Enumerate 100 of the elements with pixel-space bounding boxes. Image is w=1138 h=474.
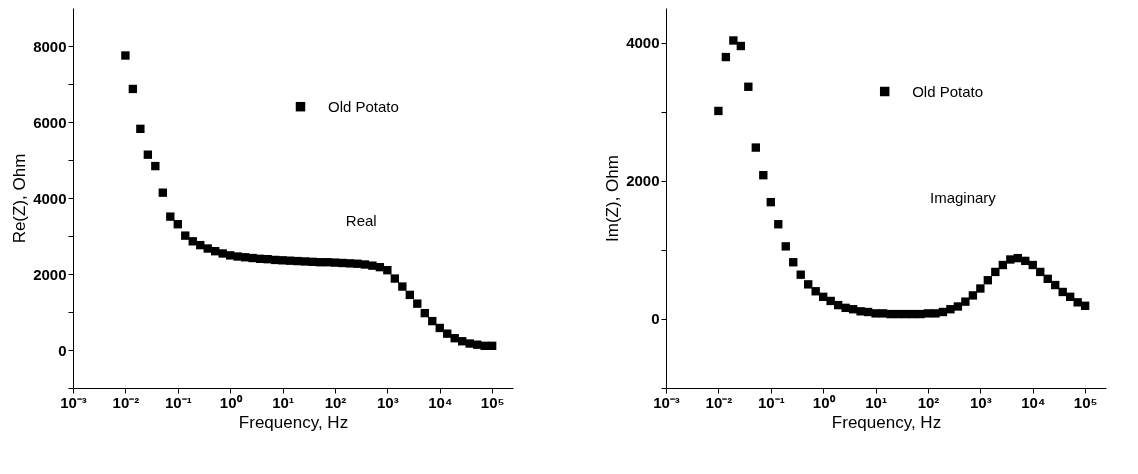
point [878,309,888,318]
point [128,84,138,94]
point [151,161,160,171]
point [173,220,182,229]
x-tick-label: 10² [324,393,347,411]
x-axis-title: Frequency, Hz [238,412,349,432]
point [991,267,1000,277]
point [804,280,813,289]
legend-label: Old Potato [328,97,399,115]
point [136,124,145,134]
point [443,329,452,338]
y-tick-label: 8000 [33,37,67,55]
point [1021,256,1030,266]
x-tick-label: 10⁰ [812,393,836,411]
point [368,261,377,270]
x-tick-label: 10² [917,393,940,411]
point [796,270,805,279]
point [196,240,205,250]
x-tick-label: 10³ [377,393,399,411]
x-tick-label: 10⁵ [1073,393,1098,411]
point [841,303,850,313]
point [961,297,970,306]
point [751,143,760,152]
point [465,339,474,348]
point [330,258,340,267]
x-tick-label: 10⁻² [705,393,733,411]
x-tick-label: 10³ [970,393,992,411]
point [398,282,407,291]
point [263,255,272,264]
point [1073,298,1082,307]
point [405,290,414,300]
point [826,296,835,306]
point [211,247,220,256]
point [759,171,768,180]
point [218,249,227,258]
y-tick-label: 0 [58,341,67,359]
point [856,307,865,316]
y-axis-title: Re(Z), Ohm [10,153,30,244]
x-tick-label: 10¹ [865,393,887,411]
annotation: Imaginary [930,189,997,206]
y-tick-label: 2000 [33,265,67,283]
point [203,244,212,253]
point [721,52,731,62]
x-tick-label: 10⁵ [480,393,505,411]
point [188,237,197,246]
point [383,266,392,275]
point [413,299,422,308]
point [458,337,467,346]
point [983,276,993,285]
point [278,256,287,265]
x-axis-title: Frequency, Hz [831,412,942,432]
point [248,253,257,263]
y-tick-label: 0 [651,310,660,328]
point [473,340,482,349]
point [300,257,310,266]
x-tick-label: 10⁴ [1021,393,1046,411]
point [976,284,985,293]
point [1036,267,1045,277]
point [166,212,175,221]
point [181,231,190,240]
point [931,309,940,318]
point [360,260,370,269]
point [744,82,753,91]
point [1006,255,1015,264]
point [736,41,746,51]
point [428,316,437,326]
point [1080,301,1090,310]
point [1028,260,1037,270]
point [789,258,798,267]
y-tick-label: 6000 [33,113,67,131]
annotation: Real [345,211,377,229]
point [487,341,497,350]
point [953,302,963,311]
x-tick-label: 10¹ [272,393,294,411]
point [968,291,978,300]
point [143,150,153,159]
point [121,51,130,60]
y-tick-label: 2000 [626,172,660,190]
point [774,220,783,229]
y-tick-label: 4000 [626,34,660,52]
point [345,259,355,268]
point [766,197,775,207]
point [390,274,400,283]
point [420,308,429,318]
point [714,106,723,116]
point [226,251,235,260]
y-axis-title: Im(Z), Ohm [603,155,623,242]
point [729,36,738,45]
x-tick-label: 10⁴ [428,393,453,411]
y-tick-label: 4000 [33,189,67,207]
point [781,242,790,251]
x-tick-label: 10⁻¹ [757,393,785,411]
x-tick-label: 10⁻¹ [164,393,192,411]
point [946,305,955,314]
point [1051,280,1060,290]
point [233,252,242,261]
x-tick-label: 10⁻² [112,393,140,411]
x-tick-label: 10⁻³ [60,393,87,411]
x-tick-label: 10⁰ [219,393,243,411]
x-tick-label: 10⁻³ [653,393,680,411]
